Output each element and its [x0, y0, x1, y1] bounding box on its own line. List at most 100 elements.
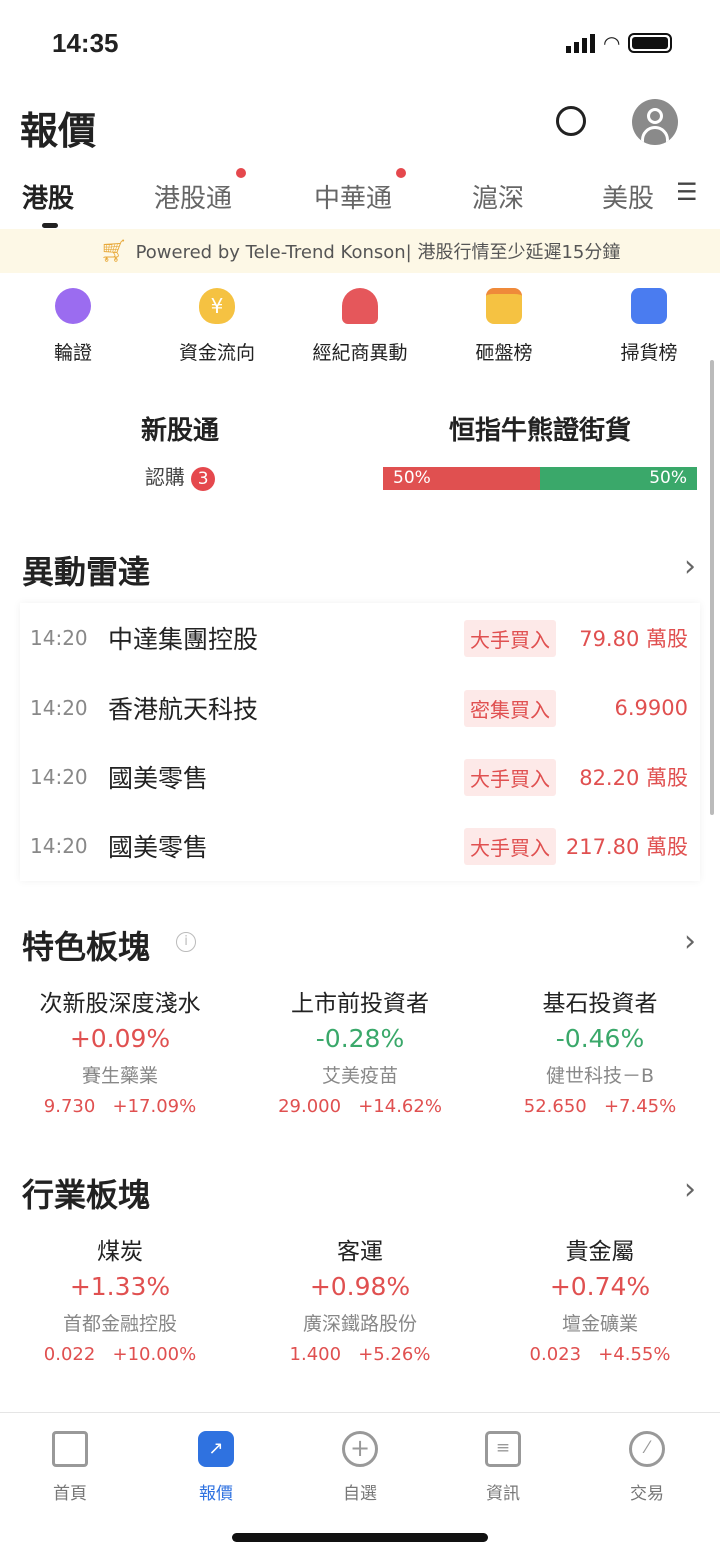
shortcut-buy-list[interactable]: 掃貨榜 — [584, 288, 714, 365]
stock-price: 0.022 — [43, 1344, 96, 1365]
shortcut-broker[interactable]: 經紀商異動 — [295, 288, 425, 365]
leading-stock: 健世科技－B — [545, 1065, 655, 1087]
bull-bar: 50% — [383, 467, 540, 490]
list-item[interactable]: 14:20 香港航天科技 密集買入 6.9900 — [20, 673, 700, 743]
broker-icon — [342, 288, 378, 324]
tab-us[interactable]: 美股 — [602, 178, 654, 215]
battery-icon — [628, 33, 673, 53]
plus-circle-icon: + — [342, 1431, 378, 1467]
bull-pct: 50% — [393, 468, 431, 488]
bear-pct: 50% — [649, 468, 687, 488]
tab-hk[interactable]: 港股 — [22, 178, 74, 228]
sector-item[interactable]: 次新股深度淺水 +0.09% 賽生藥業 9.730 +17.09% — [0, 984, 240, 1117]
chevron-right-icon[interactable]: › — [684, 1172, 696, 1207]
list-item[interactable]: 14:20 國美零售 大手買入 82.20 萬股 — [20, 742, 700, 812]
search-icon[interactable] — [556, 106, 586, 136]
shortcut-label: 砸盤榜 — [475, 342, 533, 364]
stock-name: 國美零售 — [108, 764, 209, 793]
page-title: 報價 — [20, 109, 97, 153]
bear-bar: 50% — [540, 467, 697, 490]
tab-home[interactable]: 首頁 — [20, 1431, 120, 1504]
shortcut-fund-flow[interactable]: ¥ 資金流向 — [152, 288, 282, 365]
tab-watchlist[interactable]: + 自選 — [310, 1431, 410, 1504]
sector-name: 上市前投資者 — [291, 991, 429, 1017]
tab-label: 中華通 — [314, 184, 393, 214]
stock-name: 中達集團控股 — [108, 625, 259, 654]
time: 14:20 — [30, 626, 88, 650]
value: 79.80 萬股 — [579, 627, 688, 651]
sector-name: 基石投資者 — [542, 991, 658, 1017]
tab-news[interactable]: ≡ 資訊 — [453, 1431, 553, 1504]
trade-icon: ⁄ — [629, 1431, 665, 1467]
stock-change: +4.55% — [598, 1344, 671, 1365]
signal-tag: 密集買入 — [464, 689, 556, 727]
notification-dot — [396, 168, 406, 178]
sector-change: +0.74% — [549, 1272, 651, 1301]
shortcut-sell-list[interactable]: 砸盤榜 — [439, 288, 569, 365]
sector-item[interactable]: 基石投資者 -0.46% 健世科技－B 52.650 +7.45% — [480, 984, 720, 1117]
tab-china-connect[interactable]: 中華通 — [314, 168, 406, 215]
leading-stock: 首都金融控股 — [62, 1313, 177, 1335]
signal-tag: 大手買入 — [464, 758, 556, 796]
stock-price: 1.400 — [289, 1344, 342, 1365]
chevron-right-icon[interactable]: › — [684, 924, 696, 959]
chevron-right-icon[interactable]: › — [684, 549, 696, 584]
sector-item[interactable]: 客運 +0.98% 廣深鐵路股份 1.400 +5.26% — [240, 1232, 480, 1365]
scrollbar[interactable] — [710, 360, 714, 815]
menu-icon[interactable]: ☰ — [676, 178, 698, 206]
bottom-tab-bar: 首頁 ↗ 報價 + 自選 ≡ 資訊 ⁄ 交易 — [0, 1412, 720, 1558]
count-badge: 3 — [191, 467, 216, 491]
stock-change: +5.26% — [358, 1344, 431, 1365]
stock-change: +14.62% — [358, 1096, 442, 1117]
sector-item[interactable]: 上市前投資者 -0.28% 艾美疫苗 29.000 +14.62% — [240, 984, 480, 1117]
bull-bear-card[interactable]: 恒指牛熊證街貨 50% 50% — [383, 410, 697, 490]
shortcut-warrant[interactable]: 輪證 — [8, 288, 138, 365]
tab-label: 資訊 — [486, 1484, 520, 1504]
tab-label: 滬深 — [472, 184, 525, 214]
industry-title: 行業板塊 — [22, 1176, 151, 1214]
tab-label: 報價 — [199, 1484, 233, 1504]
stock-price: 9.730 — [43, 1096, 96, 1117]
tab-sh-sz[interactable]: 滬深 — [472, 178, 524, 215]
featured-title: 特色板塊 — [22, 928, 151, 966]
status-icons: ◠ — [566, 33, 673, 53]
tab-label: 美股 — [602, 184, 655, 214]
leading-stock: 艾美疫苗 — [321, 1065, 398, 1087]
shortcut-label: 經紀商異動 — [312, 342, 408, 364]
sector-name: 次新股深度淺水 — [39, 991, 201, 1017]
ipo-card[interactable]: 新股通 認購 3 — [60, 410, 300, 491]
radar-title: 異動雷達 — [22, 553, 151, 591]
notification-dot — [236, 168, 246, 178]
document-icon: ≡ — [485, 1431, 521, 1467]
leading-stock: 廣深鐵路股份 — [302, 1313, 417, 1335]
list-item[interactable]: 14:20 國美零售 大手買入 217.80 萬股 — [20, 811, 700, 881]
sector-item[interactable]: 貴金屬 +0.74% 壇金礦業 0.023 +4.55% — [480, 1232, 720, 1365]
info-icon[interactable]: i — [176, 932, 196, 952]
sector-change: +1.33% — [69, 1272, 171, 1301]
sell-list-icon — [486, 288, 522, 324]
time: 14:20 — [30, 765, 88, 789]
tab-indicator — [42, 223, 58, 228]
stock-name: 香港航天科技 — [108, 695, 259, 724]
cart-icon: 🛒︎ — [99, 238, 128, 264]
sector-change: -0.46% — [555, 1024, 645, 1053]
market-tabs: 港股 港股通 中華通 滬深 美股 ☰ — [0, 168, 720, 228]
tab-quotes[interactable]: ↗ 報價 — [166, 1431, 266, 1504]
avatar[interactable] — [632, 99, 678, 145]
value: 82.20 萬股 — [579, 766, 688, 790]
leading-stock: 壇金礦業 — [561, 1313, 638, 1335]
tab-label: 港股通 — [154, 184, 233, 214]
tab-label: 首頁 — [53, 1484, 87, 1504]
status-time: 14:35 — [52, 28, 119, 58]
tab-trade[interactable]: ⁄ 交易 — [597, 1431, 697, 1504]
tab-hk-connect[interactable]: 港股通 — [154, 168, 246, 215]
warrant-icon — [55, 288, 91, 324]
stock-price: 29.000 — [278, 1096, 342, 1117]
list-item[interactable]: 14:20 中達集團控股 大手買入 79.80 萬股 — [20, 603, 700, 673]
shortcut-label: 資金流向 — [178, 342, 255, 364]
value: 217.80 萬股 — [565, 835, 688, 859]
bull-bear-title: 恒指牛熊證街貨 — [448, 416, 631, 446]
ipo-title: 新股通 — [140, 416, 219, 446]
stock-change: +17.09% — [112, 1096, 197, 1117]
sector-item[interactable]: 煤炭 +1.33% 首都金融控股 0.022 +10.00% — [0, 1232, 240, 1365]
